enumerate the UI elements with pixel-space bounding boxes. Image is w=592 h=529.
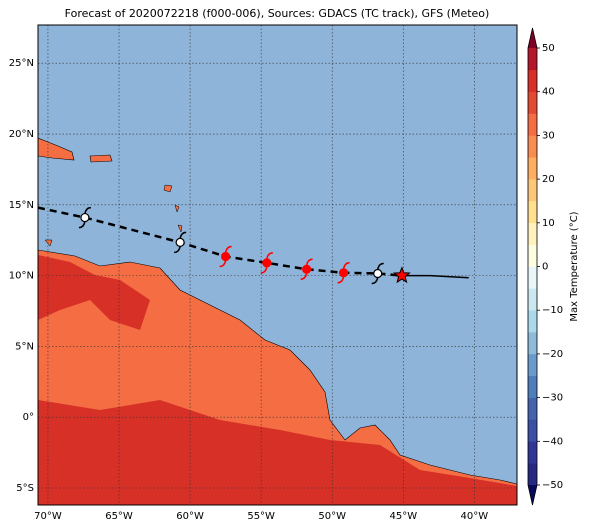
colorbar-band [528,266,537,289]
colorbar-band [528,69,537,92]
storm-arm [371,277,379,285]
grid [38,25,517,505]
colorbar-band [528,397,537,420]
islands [44,184,183,247]
x-tick-label: 45°W [389,511,417,522]
storm-eye [221,251,231,262]
colorbar-band [528,332,537,355]
colorbar-band [528,288,537,311]
colorbar-tick-label: 0 [542,262,548,273]
colorbar-tick-label: −30 [542,393,563,404]
storm-eye [373,268,383,279]
storm-marker [219,245,232,268]
colorbar-band [528,113,537,136]
colorbar-band [528,135,537,158]
storm-arm [260,266,268,274]
colorbar-band [528,353,537,377]
colorbar-tick-label: 20 [542,174,555,185]
colorbar-band [528,419,537,442]
colorbar-band [528,310,537,333]
x-tick-label: 50°W [318,511,346,522]
colorbar-tick-label: 10 [542,218,555,229]
x-tick-label: 55°W [247,511,275,522]
storm-arm [78,221,86,229]
storm-eye [302,264,312,274]
colorbar-tick-label: 30 [542,130,555,141]
colorbar-tick-label: −40 [542,436,563,447]
hot-region [38,420,110,480]
x-tick-label: 70°W [34,511,62,522]
colorbar-band [528,244,537,267]
colorbar-band [528,91,537,114]
storm-eye [338,268,349,278]
y-tick-label: 15°N [9,200,34,211]
storm-marker [174,231,187,254]
storm-arm [376,262,384,270]
colorbar-band [528,375,537,398]
colorbar-tick-label: −20 [542,349,563,360]
y-tick-label: 5°S [16,483,34,494]
y-tick-label: 10°N [9,271,34,282]
land [38,137,517,505]
x-tick-label: 65°W [105,511,133,522]
colorbar-extend [528,485,537,505]
storm-arm [300,273,308,280]
colorbar-tick-label: −50 [542,480,563,491]
storm-arm [224,245,232,253]
puerto-rico [89,154,113,163]
storm-arm [219,260,227,268]
hot-region [38,255,150,330]
storm-arm [337,276,345,284]
storm-eye [262,258,272,268]
colorbar: −50 −40 −30 −20 −10 0 10 20 30 40 50 Max Temperatur… [527,27,580,506]
storm-marker [337,262,350,284]
colorbar-band [528,157,537,180]
colorbar-band [528,200,537,224]
y-tick-label: 0° [23,412,34,423]
colorbar-band [528,222,537,245]
storm-eye [175,237,185,247]
hispaniola [38,137,75,161]
colorbar-tick-label: 40 [542,87,555,98]
storm-marker [300,258,313,280]
y-tick-label: 25°N [9,58,34,69]
colorbar-tick-label: 50 [542,43,555,54]
colorbar-band [528,179,537,202]
map-frame [37,24,518,506]
storm-eye [80,212,90,223]
storm-arm [305,258,313,266]
storm-marker [371,262,384,285]
storm-marker [78,206,91,229]
y-tick-label: 5°N [15,341,34,352]
storm-arm [179,231,187,239]
hot-region [38,400,517,505]
storm-marker [260,252,273,274]
colorbar-label: Max Temperature (°C) [569,211,580,321]
x-tick-label: 40°W [461,511,489,522]
current-position [393,266,411,284]
x-tick-label: 60°W [176,511,204,522]
observed-track [401,274,469,279]
storm-arm [342,262,350,269]
storm-arm [266,252,273,260]
colorbar-band [528,441,537,464]
storm-arm [84,206,91,214]
tracks [38,206,469,285]
colorbar-extend [528,28,537,48]
y-tick-label: 20°N [9,129,34,140]
title: Forecast of 2020072218 (f000-006), Sourc… [65,7,490,20]
storm-arm [174,246,181,254]
colorbar-band [528,48,537,71]
colorbar-tick-label: −10 [542,305,563,316]
colorbar-band [528,463,537,486]
